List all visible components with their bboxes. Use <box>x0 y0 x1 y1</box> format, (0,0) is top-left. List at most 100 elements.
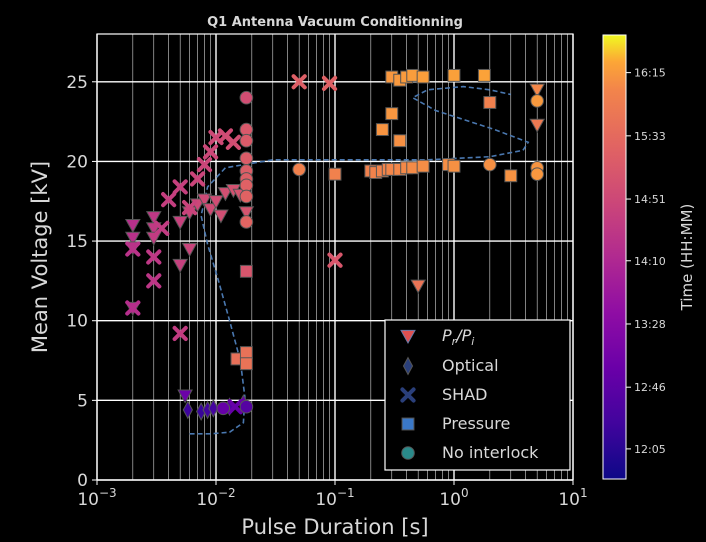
colorbar-tick-label: 15:33 <box>634 130 666 143</box>
colorbar: 12:05 12:46 13:28 14:10 14:51 15:33 16:15 Time… <box>602 34 696 480</box>
data-point-square <box>239 264 253 278</box>
data-point-square <box>483 96 497 109</box>
data-point-square <box>375 123 389 137</box>
data-point-x <box>321 75 338 91</box>
data-point-circle <box>239 151 254 166</box>
legend-box <box>384 319 571 471</box>
data-point-square <box>328 167 342 181</box>
data-point-x <box>154 220 170 236</box>
data-point-triangle-down <box>217 187 234 202</box>
chart-title: Q1 Antenna Vacuum Conditionning <box>207 15 463 30</box>
data-point-triangle-down <box>181 242 198 258</box>
data-point-x <box>327 252 343 268</box>
legend-label-no-interlock: No interlock <box>442 443 539 462</box>
data-point-x <box>291 74 307 90</box>
y-axis-ticks: 0 5 10 15 20 25 <box>66 73 97 491</box>
data-point-triangle-down <box>172 215 189 230</box>
legend-marker-x <box>400 387 416 403</box>
y-tick-label: 20 <box>66 152 88 172</box>
data-point-circle <box>292 162 306 177</box>
x-tick-label: 10−3 <box>77 486 116 510</box>
data-point-x <box>202 144 219 160</box>
data-point-circle <box>239 189 254 204</box>
data-point-triangle-down <box>124 219 141 234</box>
x-tick-label: 100 <box>439 486 468 510</box>
legend-marker-square <box>401 417 415 431</box>
data-point-square <box>385 107 399 121</box>
data-point-triangle-down <box>410 279 427 294</box>
data-point-circle <box>530 94 544 108</box>
y-tick-label: 10 <box>66 312 88 332</box>
data-point-x <box>182 200 198 216</box>
data-point-triangle-down <box>145 211 162 226</box>
data-point-circle <box>239 90 254 105</box>
data-point-x <box>146 273 162 289</box>
data-point-x <box>146 249 162 265</box>
y-tick-label: 25 <box>66 73 88 93</box>
data-point-circle <box>483 157 497 172</box>
data-point-triangle-down <box>213 209 229 224</box>
legend-label-pressure: Pressure <box>442 414 510 433</box>
y-tick-label: 15 <box>66 232 88 252</box>
x-axis-label: Pulse Duration [s] <box>241 515 428 539</box>
data-point-triangle-down <box>177 389 193 404</box>
colorbar-label: Time (HH:MM) <box>678 204 696 312</box>
x-tick-label: 10−2 <box>196 486 235 510</box>
legend-marker-triangle-down <box>400 329 416 345</box>
data-point-diamond <box>182 400 193 420</box>
data-point-x <box>189 171 206 187</box>
data-point-square <box>477 68 491 82</box>
x-axis-ticks: 10−3 10−2 10−1 100 101 <box>77 480 588 510</box>
data-point-triangle-down <box>124 231 141 246</box>
colorbar-tick-label: 12:46 <box>634 381 666 394</box>
y-axis-label: Mean Voltage [kV] <box>28 161 52 353</box>
data-point-triangle-down <box>238 206 255 221</box>
colorbar-tick-label: 14:10 <box>634 255 666 268</box>
data-point-triangle-down <box>172 258 189 273</box>
y-tick-label: 5 <box>77 391 88 411</box>
x-tick-label: 101 <box>558 486 587 510</box>
legend-label-pr-pi: Pr/Pi <box>442 326 474 348</box>
data-point-square <box>416 70 430 84</box>
legend-marker-diamond <box>402 356 414 376</box>
legend-label-optical: Optical <box>442 356 499 375</box>
legend-marker-circle <box>401 446 415 460</box>
data-point-x <box>125 241 141 257</box>
x-tick-label: 10−1 <box>315 486 354 510</box>
data-point-x <box>225 134 241 150</box>
data-point-x <box>227 399 243 415</box>
data-point-square <box>447 68 461 82</box>
data-point-square <box>393 134 407 148</box>
y-tick-label: 0 <box>77 471 88 491</box>
data-point-triangle-down <box>529 118 546 133</box>
colorbar-tick-label: 12:05 <box>634 443 666 456</box>
colorbar-tick-label: 14:51 <box>634 193 666 206</box>
data-point-square <box>239 346 253 360</box>
data-point-circle <box>216 401 231 416</box>
data-point-square <box>504 169 518 183</box>
data-point-x <box>125 300 141 316</box>
data-point-square <box>239 357 253 371</box>
colorbar-tick-label: 13:28 <box>634 318 666 331</box>
data-point-x <box>172 179 188 195</box>
data-points <box>124 68 546 421</box>
data-point-diamond <box>208 398 219 418</box>
data-point-x <box>172 325 188 342</box>
data-point-circle <box>239 399 254 414</box>
data-point-triangle-down <box>529 83 546 98</box>
data-point-circle <box>239 215 254 229</box>
legend-label-shad: SHAD <box>442 385 487 404</box>
colorbar-ticks: 12:05 12:46 13:28 14:10 14:51 15:33 16:15 <box>626 67 666 456</box>
colorbar-gradient <box>602 34 627 480</box>
legend-markers <box>400 329 416 460</box>
data-point-triangle-down <box>208 195 224 210</box>
data-point-square <box>447 159 461 173</box>
data-point-x <box>196 157 213 173</box>
data-point-triangle-down <box>196 193 213 208</box>
colorbar-tick-label: 16:15 <box>634 67 666 80</box>
data-point-circle <box>530 167 544 181</box>
data-point-circle <box>239 133 254 148</box>
legend: Pr/Pi Optical SHAD Pressure No interlock <box>384 319 571 471</box>
data-point-square <box>416 159 430 173</box>
